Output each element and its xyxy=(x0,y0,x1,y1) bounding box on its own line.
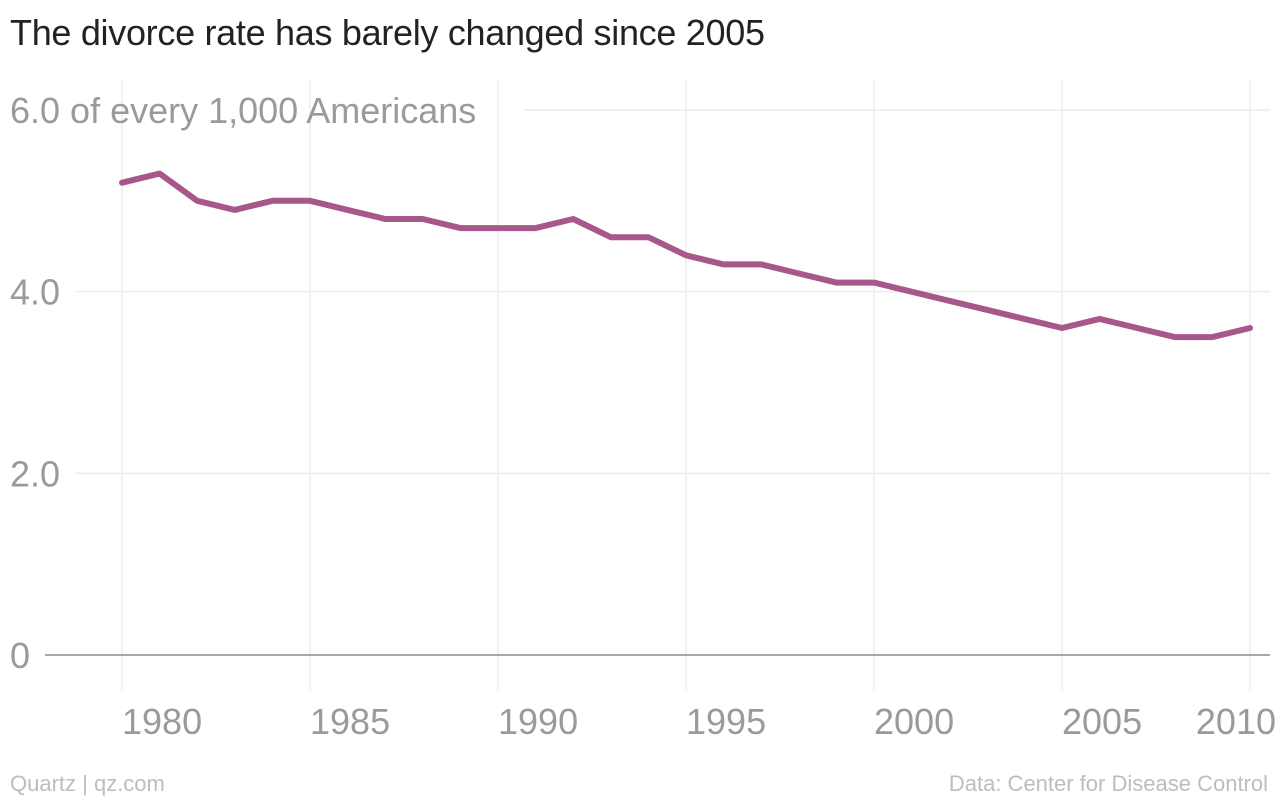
x-axis-tick-labels: 1980 1985 1990 1995 2000 2005 2010 xyxy=(122,701,1276,742)
x-tick-label-1980: 1980 xyxy=(122,701,202,742)
y-tick-label-0: 0 xyxy=(10,635,30,676)
y-gridlines xyxy=(45,109,1270,656)
x-gridlines xyxy=(121,80,1251,690)
x-tick-label-2005: 2005 xyxy=(1062,701,1142,742)
footer-data-source: Data: Center for Disease Control xyxy=(948,771,1268,796)
series-line-0 xyxy=(119,170,1253,341)
x-tick-label-1995: 1995 xyxy=(686,701,766,742)
chart-title: The divorce rate has barely changed sinc… xyxy=(10,12,765,53)
y-tick-label-4: 4.0 xyxy=(10,272,60,313)
x-tick-label-1990: 1990 xyxy=(498,701,578,742)
y-tick-label-6: 6.0 of every 1,000 Americans xyxy=(10,90,476,131)
footer-credit: Quartz | qz.com xyxy=(10,771,165,796)
x-tick-label-2000: 2000 xyxy=(874,701,954,742)
x-tick-label-2010: 2010 xyxy=(1196,701,1276,742)
y-axis-tick-labels: 0 2.0 4.0 6.0 of every 1,000 Americans xyxy=(10,90,476,676)
x-tick-label-1985: 1985 xyxy=(310,701,390,742)
series-group xyxy=(119,170,1253,341)
y-tick-label-2: 2.0 xyxy=(10,453,60,494)
